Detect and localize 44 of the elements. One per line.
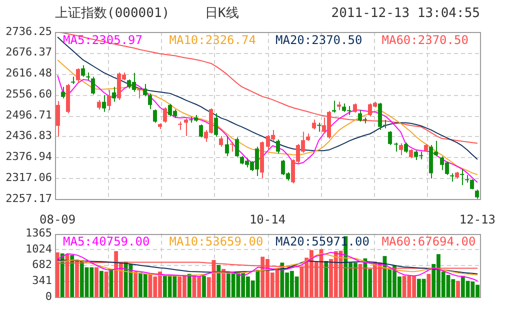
text: 2011-12-13 13:04:55 bbox=[331, 6, 480, 22]
bar bbox=[94, 267, 98, 297]
y-tick-label: 2317.06 bbox=[6, 170, 52, 184]
bar bbox=[109, 268, 114, 297]
y-tick-label: 2496.71 bbox=[6, 108, 52, 122]
series-label: MA10:53659.00 bbox=[169, 234, 264, 249]
bar bbox=[202, 276, 206, 297]
text: MA10:2326.74 bbox=[169, 33, 256, 48]
y-tick-label: 2676.37 bbox=[6, 46, 52, 59]
x-tick-label: 10-14 bbox=[249, 212, 286, 226]
bar bbox=[187, 274, 192, 297]
y-tick-label: 2736.25 bbox=[6, 24, 52, 38]
chart-subtitle: 日K线 bbox=[205, 6, 239, 22]
text: MA60:2370.50 bbox=[382, 33, 468, 48]
candlestick bbox=[137, 88, 141, 98]
bar bbox=[222, 268, 226, 297]
candlestick bbox=[317, 122, 321, 132]
bar bbox=[216, 264, 221, 297]
y-tick-label: 2436.83 bbox=[6, 129, 52, 142]
y-tick-label: 1024 bbox=[26, 242, 52, 256]
y-tick-label: 682 bbox=[32, 258, 52, 272]
bar bbox=[99, 270, 104, 297]
x-tick-label: 12-13 bbox=[459, 212, 496, 226]
bar bbox=[134, 272, 138, 297]
bar bbox=[456, 280, 460, 297]
y-tick-label: 2257.17 bbox=[6, 192, 52, 205]
y-tick-label: 2376.94 bbox=[6, 150, 52, 164]
candlestick bbox=[178, 122, 182, 130]
bar bbox=[324, 261, 328, 297]
x-tick-label: 08-09 bbox=[40, 212, 76, 226]
candlestick bbox=[71, 76, 75, 84]
series-label: MA60:67694.00 bbox=[382, 234, 476, 249]
y-tick-label: 341 bbox=[32, 274, 52, 288]
series-label: MA5:40759.00 bbox=[63, 234, 150, 249]
bar bbox=[60, 253, 64, 297]
y-tick-label: 0 bbox=[45, 290, 52, 303]
text: MA20:2370.50 bbox=[276, 33, 362, 48]
y-tick-label: 2556.60 bbox=[6, 87, 52, 100]
y-tick-label: 2616.48 bbox=[6, 66, 52, 80]
bar bbox=[104, 272, 108, 297]
chart-title: 上证指数(000001) bbox=[55, 6, 170, 22]
y-tick-label: 1365 bbox=[26, 226, 52, 240]
candlestick bbox=[460, 169, 464, 186]
bar bbox=[70, 255, 74, 297]
